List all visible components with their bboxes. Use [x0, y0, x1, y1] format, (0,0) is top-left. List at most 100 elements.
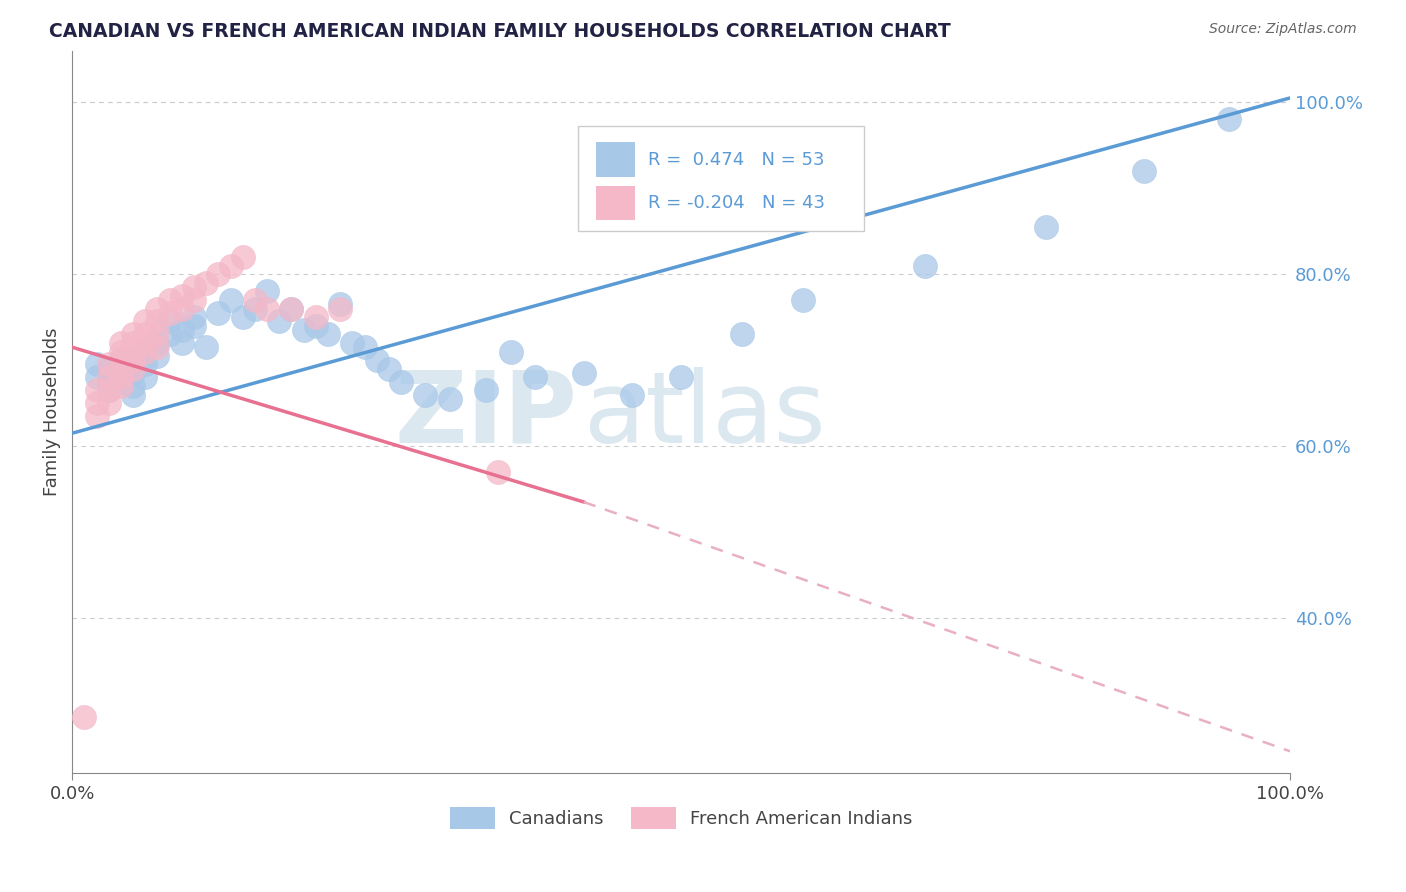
Point [97, 361, 120, 376]
Point [146, 314, 169, 328]
Point [219, 293, 242, 307]
Point [415, 387, 437, 401]
Point [232, 310, 254, 325]
Point [134, 335, 156, 350]
Point [86, 383, 108, 397]
FancyBboxPatch shape [596, 186, 636, 220]
Point [475, 383, 498, 397]
Text: CANADIAN VS FRENCH AMERICAN INDIAN FAMILY HOUSEHOLDS CORRELATION CHART: CANADIAN VS FRENCH AMERICAN INDIAN FAMIL… [49, 22, 950, 41]
Point [122, 353, 145, 368]
Point [110, 353, 132, 368]
Point [110, 361, 132, 376]
Point [170, 288, 193, 302]
Point [86, 370, 108, 384]
Point [280, 301, 302, 316]
Point [122, 361, 145, 376]
Point [256, 301, 278, 316]
Point [170, 301, 193, 316]
Point [243, 301, 266, 316]
Point [110, 366, 132, 380]
Point [183, 310, 205, 325]
Point [97, 383, 120, 397]
Text: Source: ZipAtlas.com: Source: ZipAtlas.com [1209, 22, 1357, 37]
Point [488, 465, 510, 479]
Point [122, 366, 145, 380]
Point [353, 340, 375, 354]
Point [305, 310, 328, 325]
Point [122, 353, 145, 368]
Point [97, 396, 120, 410]
Point [159, 306, 181, 320]
Point [305, 318, 328, 333]
Point [146, 327, 169, 342]
Point [146, 335, 169, 350]
Point [183, 293, 205, 307]
Point [159, 293, 181, 307]
Text: ZIP: ZIP [395, 367, 578, 464]
Point [122, 344, 145, 359]
Point [134, 358, 156, 372]
Text: atlas: atlas [583, 367, 825, 464]
Point [207, 267, 229, 281]
Point [86, 396, 108, 410]
Point [243, 293, 266, 307]
Point [134, 344, 156, 359]
Point [86, 409, 108, 423]
Point [97, 375, 120, 389]
Point [269, 314, 291, 328]
Point [731, 327, 754, 342]
Y-axis label: Family Households: Family Households [44, 327, 60, 496]
Text: R =  0.474   N = 53: R = 0.474 N = 53 [648, 151, 825, 169]
Point [134, 370, 156, 384]
Legend: Canadians, French American Indians: Canadians, French American Indians [443, 799, 920, 836]
Point [170, 323, 193, 337]
Point [1218, 112, 1240, 127]
Point [97, 383, 120, 397]
Point [183, 318, 205, 333]
Point [146, 349, 169, 363]
Point [110, 344, 132, 359]
Point [1133, 164, 1156, 178]
Point [134, 344, 156, 359]
Point [159, 314, 181, 328]
Point [183, 280, 205, 294]
Point [97, 370, 120, 384]
Point [207, 306, 229, 320]
Point [256, 285, 278, 299]
Point [669, 370, 692, 384]
Point [572, 366, 595, 380]
Point [914, 259, 936, 273]
Point [792, 293, 814, 307]
Point [146, 340, 169, 354]
Point [499, 344, 522, 359]
Point [232, 250, 254, 264]
Point [110, 370, 132, 384]
FancyBboxPatch shape [596, 143, 636, 177]
Point [122, 387, 145, 401]
Point [524, 370, 547, 384]
Point [134, 327, 156, 342]
Point [122, 379, 145, 393]
Point [97, 358, 120, 372]
Point [389, 375, 412, 389]
Point [122, 327, 145, 342]
Point [110, 379, 132, 393]
Point [195, 276, 218, 290]
Text: R = -0.204   N = 43: R = -0.204 N = 43 [648, 194, 825, 212]
FancyBboxPatch shape [578, 127, 863, 231]
Point [159, 327, 181, 342]
Point [621, 387, 644, 401]
Point [329, 297, 352, 311]
Point [342, 335, 364, 350]
Point [439, 392, 461, 406]
Point [329, 301, 352, 316]
Point [219, 259, 242, 273]
Point [73, 710, 96, 724]
Point [378, 361, 401, 376]
Point [1035, 219, 1057, 234]
Point [134, 314, 156, 328]
Point [280, 301, 302, 316]
Point [170, 335, 193, 350]
Point [195, 340, 218, 354]
Point [316, 327, 339, 342]
